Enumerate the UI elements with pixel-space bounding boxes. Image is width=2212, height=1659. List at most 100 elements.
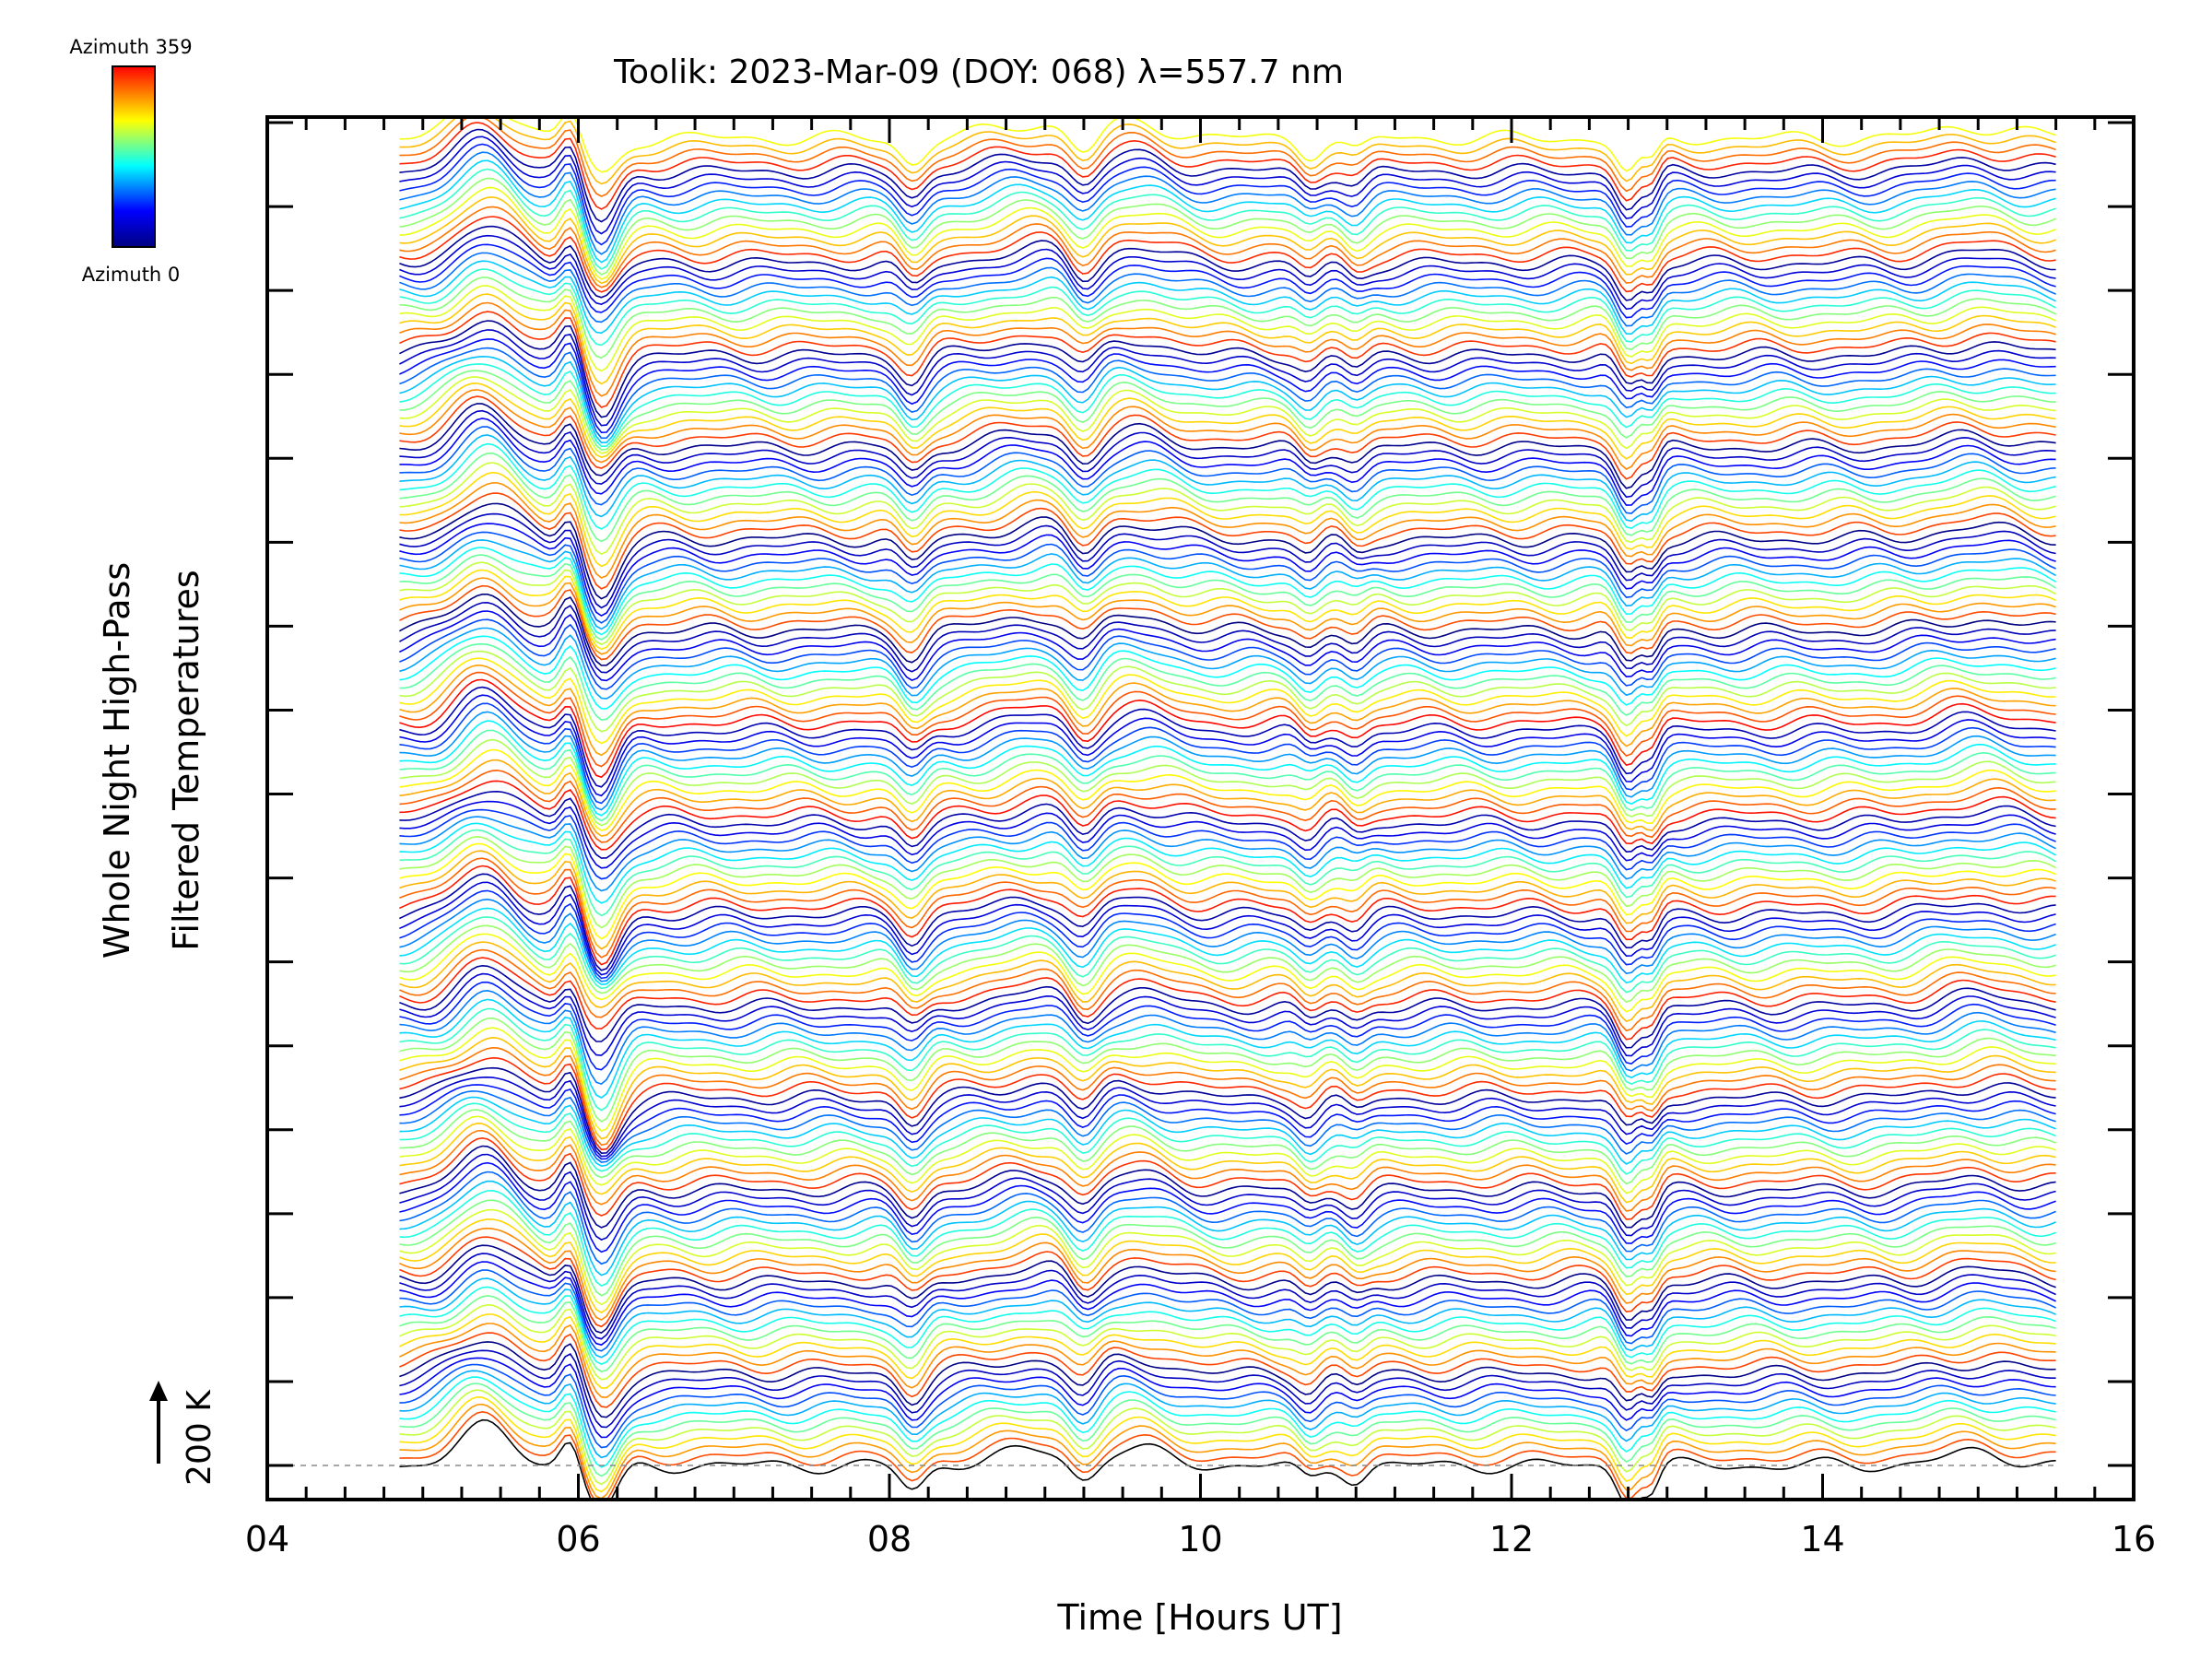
series-trace (399, 711, 2056, 811)
series-trace (399, 678, 2056, 779)
series-trace (399, 1313, 2056, 1389)
series-trace (399, 196, 2056, 285)
series-trace (399, 948, 2056, 1032)
series-trace (399, 1189, 2056, 1288)
series-trace (399, 1295, 2056, 1372)
series-trace (399, 186, 2056, 280)
series-trace (399, 569, 2056, 651)
series-trace (399, 370, 2056, 451)
series-trace (399, 594, 2056, 666)
scale-bar: 200 K (149, 1381, 218, 1486)
y-axis-label-line2: Filtered Temperatures (166, 570, 206, 950)
series-trace (399, 981, 2056, 1071)
series-trace (399, 1076, 2056, 1158)
axis-ticks (265, 117, 2136, 1500)
series-trace (399, 347, 2056, 440)
series-trace (399, 442, 2056, 530)
series-trace (399, 1277, 2056, 1359)
series-trace (399, 471, 2056, 568)
series-trace (399, 1136, 2056, 1220)
series-trace (399, 1389, 2056, 1486)
series-trace (399, 1357, 2056, 1439)
series-trace (399, 1180, 2056, 1277)
series-trace (399, 426, 2056, 514)
series-trace (399, 857, 2056, 959)
series-trace (399, 554, 2057, 641)
series-trace (399, 159, 2056, 264)
x-tick-label: 08 (867, 1519, 912, 1559)
series-trace (399, 1115, 2056, 1194)
series-trace (399, 1382, 2056, 1477)
series-trace (399, 151, 2056, 255)
series-trace (399, 502, 2056, 600)
series-trace (399, 452, 2056, 543)
series-trace (399, 1227, 2056, 1321)
series-trace (399, 492, 2056, 590)
series-trace (399, 329, 2056, 427)
x-tick-label: 12 (1489, 1519, 1534, 1559)
series-trace (399, 512, 2056, 609)
series-trace (399, 1269, 2056, 1352)
series-trace (399, 686, 2056, 788)
series-trace (399, 881, 2056, 976)
series-trace (399, 748, 2056, 831)
series-trace (399, 738, 2056, 827)
series-traces (399, 117, 2057, 1500)
series-trace (399, 1253, 2056, 1340)
series-trace (399, 702, 2056, 805)
series-trace (399, 1017, 2056, 1123)
series-trace (399, 1370, 2056, 1459)
scale-bar-arrowhead (149, 1381, 168, 1401)
series-trace (399, 1046, 2056, 1147)
series-trace (399, 376, 2056, 454)
series-trace (399, 243, 2056, 319)
series-trace (399, 964, 2056, 1049)
series-trace (399, 1109, 2056, 1185)
series-trace (399, 657, 2056, 745)
series-trace (399, 1418, 2056, 1500)
series-trace (399, 1244, 2056, 1334)
series-trace (399, 759, 2056, 837)
x-axis-label: Time [Hours UT] (1056, 1597, 1342, 1638)
series-trace (399, 1410, 2056, 1500)
series-trace (399, 434, 2056, 523)
series-trace (399, 770, 2056, 843)
series-trace (399, 808, 2056, 880)
series-trace (399, 650, 2056, 733)
series-trace (399, 1286, 2056, 1365)
series-trace (399, 128, 2056, 223)
series-trace (399, 276, 2056, 359)
series-trace (399, 523, 2056, 618)
series-trace (399, 539, 2056, 630)
series-trace (399, 320, 2056, 418)
series-trace (399, 168, 2056, 270)
x-tick-label: 06 (556, 1519, 600, 1559)
series-trace (399, 924, 2056, 1004)
x-tick-label: 16 (2112, 1519, 2156, 1559)
series-trace (399, 800, 2056, 869)
series-trace (399, 618, 2056, 690)
series-trace (399, 889, 2056, 980)
series-trace (399, 206, 2056, 288)
series-trace (399, 389, 2056, 470)
series-trace (399, 577, 2056, 655)
series-trace (399, 694, 2056, 797)
series-trace (399, 972, 2056, 1057)
series-trace (399, 462, 2056, 556)
series-trace (399, 216, 2056, 293)
series-trace (399, 1403, 2056, 1500)
series-trace (399, 933, 2056, 1013)
series-trace (399, 720, 2056, 817)
series-trace (399, 1171, 2056, 1265)
series-trace (399, 409, 2056, 499)
series-trace (399, 822, 2056, 904)
series-trace (399, 403, 2056, 489)
series-trace (399, 850, 2056, 950)
series-trace (399, 1376, 2056, 1468)
scale-bar-label: 200 K (181, 1389, 218, 1486)
series-trace (399, 642, 2056, 721)
series-trace (399, 1036, 2056, 1140)
series-trace (399, 1145, 2056, 1229)
series-trace (399, 1395, 2056, 1493)
